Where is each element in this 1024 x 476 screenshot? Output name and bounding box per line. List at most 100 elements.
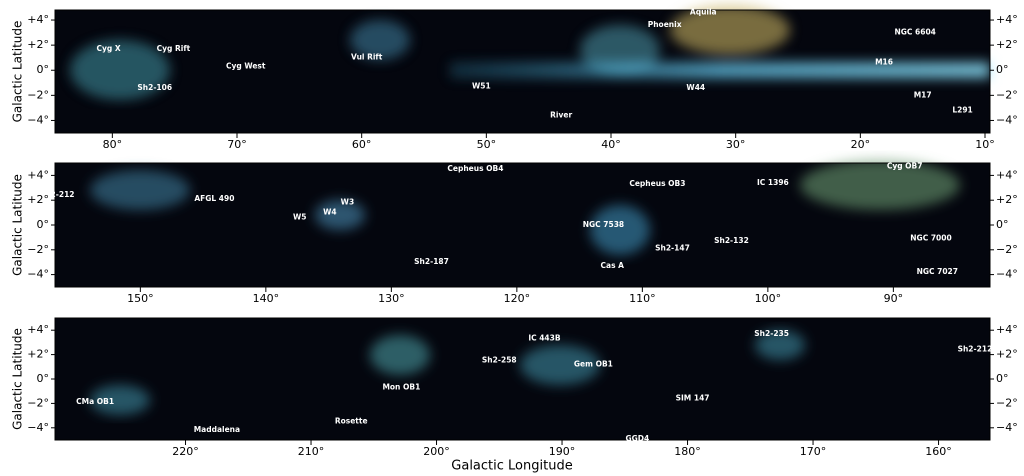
annotation: W51 (472, 82, 491, 91)
x-tick-label: 220° (172, 445, 199, 458)
y-tick-label: 0° (37, 218, 50, 231)
annotation: Cepheus OB4 (447, 164, 503, 173)
annotation: Maddalena (194, 425, 240, 434)
annotation: Cyg West (226, 61, 266, 70)
annotation: Mon OB1 (382, 383, 420, 392)
x-tick-label: 50° (477, 138, 497, 151)
annotation: NGC 6604 (894, 28, 935, 37)
nebula-blob (90, 170, 190, 210)
x-tick-label: 80° (103, 138, 123, 151)
nebula (90, 330, 805, 415)
annotation: Aquila (690, 8, 717, 17)
y-tick-label-right: 0° (996, 372, 1009, 385)
nebula (90, 160, 960, 255)
y-tick-label-right: +2° (996, 38, 1018, 51)
y-tick-label: 0° (37, 372, 50, 385)
nebula-blob (370, 335, 430, 375)
y-tick-label-right: +2° (996, 348, 1018, 361)
x-tick-label: 140° (253, 292, 280, 305)
y-tick-label: +2° (27, 38, 49, 51)
annotation: L291 (952, 105, 972, 114)
y-tick-label-right: +4° (996, 323, 1018, 336)
y-tick-label-right: 0° (996, 218, 1009, 231)
y-tick-label-right: +4° (996, 168, 1018, 181)
y-tick-label: +2° (27, 348, 49, 361)
annotation: Vul Rift (351, 53, 383, 62)
y-axis-label: Galactic Latitude (11, 174, 25, 276)
annotation: M17 (914, 90, 932, 99)
annotation: Cepheus OB3 (629, 179, 685, 188)
nebula-blob (800, 160, 960, 210)
y-tick-label-right: +4° (996, 13, 1018, 26)
x-tick-label: 20° (851, 138, 871, 151)
annotation: Sh2-258 (482, 356, 517, 365)
nebula-blob (520, 345, 600, 385)
annotation: River (550, 110, 572, 119)
annotation: Sh2-147 (655, 244, 690, 253)
image-panel (55, 318, 990, 440)
annotation: CMa OB1 (76, 397, 114, 406)
annotation: SIM 147 (676, 394, 710, 403)
nebula-blob (315, 200, 365, 230)
x-tick-label: 180° (674, 445, 701, 458)
annotation: IC 443B (528, 334, 561, 343)
y-tick-label-right: −2° (996, 88, 1018, 101)
x-tick-label: 40° (601, 138, 621, 151)
x-tick-label: 100° (755, 292, 782, 305)
y-tick-label: −2° (27, 396, 49, 409)
x-tick-label: 210° (298, 445, 325, 458)
y-tick-label-right: −4° (996, 421, 1018, 434)
annotation: 2-212 (51, 190, 75, 199)
y-tick-label-right: +2° (996, 193, 1018, 206)
annotation: Phoenix (648, 20, 682, 29)
nebula-blob (90, 385, 150, 415)
nebula-blob (670, 5, 790, 55)
y-tick-label-right: −2° (996, 243, 1018, 256)
annotation: Sh2-187 (414, 257, 449, 266)
x-tick-label: 130° (378, 292, 405, 305)
annotation: M16 (875, 58, 893, 67)
x-tick-label: 200° (423, 445, 450, 458)
annotation: W4 (323, 208, 337, 217)
annotation: Sh2-106 (137, 83, 172, 92)
annotation: Sh2-212 (958, 345, 993, 354)
nebula-blob (755, 330, 805, 360)
x-tick-label: 60° (352, 138, 372, 151)
x-axis-label: Galactic Longitude (451, 459, 572, 474)
annotation: Sh2-235 (754, 329, 789, 338)
x-tick-label: 170° (800, 445, 827, 458)
annotation: Rosette (335, 417, 368, 426)
y-tick-label-right: 0° (996, 63, 1009, 76)
nebula-blob (70, 40, 170, 100)
annotation: NGC 7027 (917, 267, 958, 276)
y-tick-label: +4° (27, 323, 49, 336)
annotation: Sh2-132 (714, 236, 749, 245)
x-tick-label: 120° (504, 292, 531, 305)
x-tick-label: 90° (884, 292, 904, 305)
y-tick-label: −4° (27, 421, 49, 434)
x-tick-label: 70° (227, 138, 247, 151)
annotation: IC 1396 (757, 178, 789, 187)
x-tick-label: 190° (549, 445, 576, 458)
annotation: Cyg OB7 (887, 162, 923, 171)
y-tick-label: 0° (37, 63, 50, 76)
y-tick-label: +4° (27, 13, 49, 26)
y-tick-label-right: −4° (996, 113, 1018, 126)
x-tick-label: 30° (726, 138, 746, 151)
y-axis-label: Galactic Latitude (11, 21, 25, 123)
x-tick-label: 150° (127, 292, 154, 305)
y-tick-label: +2° (27, 193, 49, 206)
nebula (70, 5, 990, 100)
annotation: Cyg Rift (157, 44, 191, 53)
annotation: W44 (686, 83, 705, 92)
annotation: AFGL 490 (194, 194, 234, 203)
annotation: Gem OB1 (574, 359, 613, 368)
y-tick-label-right: −2° (996, 396, 1018, 409)
nebula-blob (590, 205, 650, 255)
x-tick-label: 160° (925, 445, 952, 458)
y-tick-label: +4° (27, 168, 49, 181)
x-tick-label: 10° (975, 138, 995, 151)
annotation: W3 (341, 198, 355, 207)
y-axis-label: Galactic Latitude (11, 328, 25, 430)
